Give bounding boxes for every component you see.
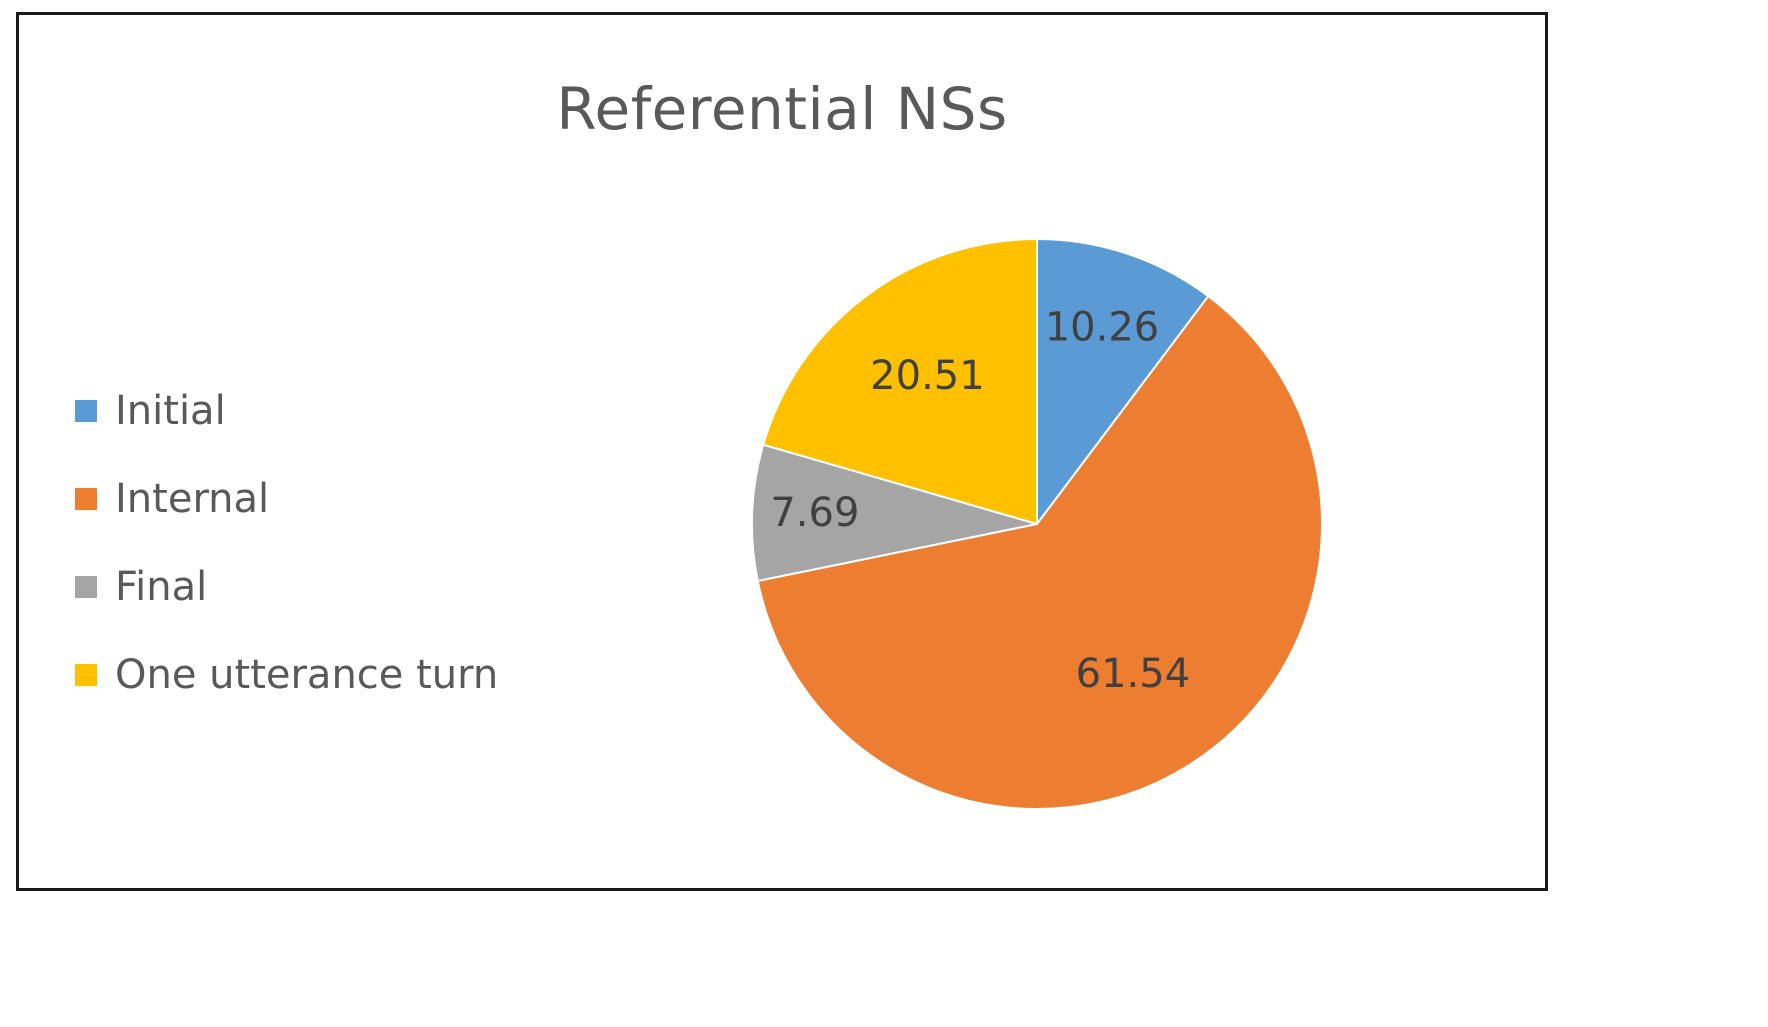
chart-frame: Referential NSs Initial Internal Final O… xyxy=(16,12,1548,891)
legend-item-one-utterance-turn: One utterance turn xyxy=(75,631,498,719)
pie-slice-final xyxy=(751,443,1038,583)
legend-swatch-final xyxy=(75,576,97,598)
legend-label-one-utterance-turn: One utterance turn xyxy=(115,652,499,698)
legend-item-final: Final xyxy=(75,543,498,631)
pie-chart: 10.26 61.54 7.69 20.51 xyxy=(751,237,1323,811)
data-label-one-utterance-turn: 20.51 xyxy=(870,353,985,399)
data-label-final: 7.69 xyxy=(770,490,859,536)
legend: Initial Internal Final One utterance tur… xyxy=(75,367,498,719)
legend-label-final: Final xyxy=(115,564,208,610)
chart-title: Referential NSs xyxy=(556,75,1008,143)
legend-swatch-initial xyxy=(75,400,97,422)
legend-swatch-one-utterance-turn xyxy=(75,664,97,686)
pie-slice-internal xyxy=(756,294,1323,811)
legend-item-initial: Initial xyxy=(75,367,498,455)
legend-swatch-internal xyxy=(75,488,97,510)
legend-label-internal: Internal xyxy=(115,476,270,522)
data-label-internal: 61.54 xyxy=(1076,651,1191,697)
legend-item-internal: Internal xyxy=(75,455,498,543)
data-label-initial: 10.26 xyxy=(1045,304,1160,350)
legend-label-initial: Initial xyxy=(115,388,226,434)
pie-slice-initial xyxy=(1036,237,1210,527)
pie-slice-one-utterance-turn xyxy=(762,237,1038,526)
